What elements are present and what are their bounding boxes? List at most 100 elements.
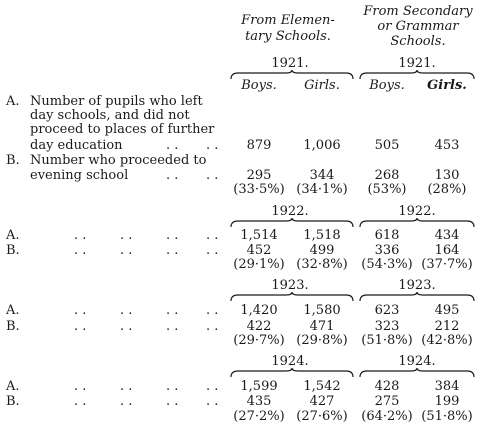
row-b-label-1924: B. (6, 394, 20, 409)
leader-dots: . . (120, 303, 133, 318)
leader-dots: . . (206, 228, 219, 243)
leader-dots: . . (166, 228, 179, 243)
elementary-heading-line2: tary Schools. (245, 29, 331, 44)
cell-1922-a-elementary-boys: 1,514 (240, 228, 278, 243)
secondary-heading-line1: From Secondary (363, 4, 473, 19)
row-a-desc-line3: proceed to places of further (30, 122, 215, 137)
cell-1922-a-elementary-girls: 1,518 (303, 228, 341, 243)
leader-dots: . . (74, 243, 87, 258)
cell-1921-b-elementary-boys: 295 (246, 168, 272, 183)
cell-1921-pct-elementary-boys: (33·5%) (233, 182, 285, 197)
col-head-elementary-boys: Boys. (241, 78, 277, 93)
leader-dots: . . (206, 394, 219, 409)
row-a-leader-dots: . . (206, 138, 219, 153)
cell-1924-pct-elementary-boys: (27·2%) (233, 409, 285, 424)
brace-secondary-1921 (359, 70, 475, 80)
cell-1921-a-secondary-boys: 505 (374, 138, 400, 153)
brace-elementary-1921 (230, 70, 354, 80)
row-b-leader-dots: . . (166, 168, 179, 183)
cell-1923-b-secondary-girls: 212 (434, 319, 460, 334)
year-label-elementary-1921: 1921. (271, 56, 309, 71)
secondary-heading-line2: or Grammar (377, 19, 459, 34)
cell-1923-a-secondary-girls: 495 (434, 303, 460, 318)
row-a-label-1924: A. (6, 379, 20, 394)
cell-1924-a-elementary-girls: 1,542 (303, 379, 341, 394)
year-label-secondary-1924: 1924. (398, 354, 436, 369)
col-head-secondary-boys: Boys. (369, 78, 405, 93)
leader-dots: . . (120, 379, 133, 394)
cell-1924-pct-secondary-girls: (51·8%) (421, 409, 473, 424)
row-b-label-1923: B. (6, 319, 20, 334)
year-label-elementary-1923: 1923. (271, 278, 309, 293)
cell-1922-a-secondary-girls: 434 (434, 228, 460, 243)
row-a-desc-line1: Number of pupils who left (30, 94, 203, 109)
elementary-heading-line1: From Elemen- (241, 13, 335, 28)
leader-dots: . . (120, 243, 133, 258)
leader-dots: . . (206, 303, 219, 318)
row-b-label: B. (6, 153, 20, 168)
leader-dots: . . (74, 228, 87, 243)
cell-1921-pct-secondary-boys: (53%) (367, 182, 407, 197)
row-a-label: A. (6, 94, 20, 109)
row-a-desc-line4: day education (30, 138, 123, 153)
secondary-heading-line3: Schools. (390, 34, 446, 49)
cell-1923-pct-secondary-girls: (42·8%) (421, 333, 473, 348)
cell-1923-b-elementary-girls: 471 (309, 319, 335, 334)
cell-1922-pct-elementary-girls: (32·8%) (296, 257, 348, 272)
year-label-secondary-1923: 1923. (398, 278, 436, 293)
cell-1923-a-secondary-boys: 623 (374, 303, 400, 318)
leader-dots: . . (166, 243, 179, 258)
leader-dots: . . (120, 394, 133, 409)
cell-1921-a-elementary-boys: 879 (246, 138, 272, 153)
cell-1924-b-secondary-girls: 199 (434, 394, 460, 409)
row-a-label-1922: A. (6, 228, 20, 243)
cell-1921-a-elementary-girls: 1,006 (303, 138, 341, 153)
cell-1923-a-elementary-boys: 1,420 (240, 303, 278, 318)
leader-dots: . . (206, 243, 219, 258)
cell-1924-a-secondary-girls: 384 (434, 379, 460, 394)
row-a-label-1923: A. (6, 303, 20, 318)
cell-1924-pct-secondary-boys: (64·2%) (361, 409, 413, 424)
col-head-elementary-girls: Girls. (304, 78, 340, 93)
row-b-desc-line2: evening school (30, 168, 129, 183)
row-b-leader-dots: . . (206, 168, 219, 183)
brace-elementary-1923 (230, 292, 354, 302)
col-head-secondary-girls: Girls. (427, 78, 467, 93)
cell-1924-a-secondary-boys: 428 (374, 379, 400, 394)
brace-secondary-1922 (359, 218, 475, 228)
row-b-desc-line1: Number who proceeded to (30, 153, 207, 168)
leader-dots: . . (206, 379, 219, 394)
cell-1921-a-secondary-girls: 453 (434, 138, 460, 153)
cell-1922-b-elementary-girls: 499 (309, 243, 335, 258)
year-label-elementary-1922: 1922. (271, 204, 309, 219)
year-label-secondary-1922: 1922. (398, 204, 436, 219)
cell-1923-pct-elementary-girls: (29·8%) (296, 333, 348, 348)
cell-1922-b-elementary-boys: 452 (246, 243, 272, 258)
cell-1921-b-secondary-boys: 268 (374, 168, 400, 183)
leader-dots: . . (120, 319, 133, 334)
leader-dots: . . (206, 319, 219, 334)
cell-1924-b-elementary-girls: 427 (309, 394, 335, 409)
year-label-secondary-1921: 1921. (398, 56, 436, 71)
leader-dots: . . (166, 379, 179, 394)
brace-secondary-1923 (359, 292, 475, 302)
leader-dots: . . (74, 379, 87, 394)
leader-dots: . . (166, 319, 179, 334)
cell-1921-b-elementary-girls: 344 (309, 168, 335, 183)
cell-1924-pct-elementary-girls: (27·6%) (296, 409, 348, 424)
brace-elementary-1924 (230, 368, 354, 378)
cell-1922-b-secondary-boys: 336 (374, 243, 400, 258)
row-a-desc-line2: day schools, and did not (30, 108, 190, 123)
cell-1921-pct-secondary-girls: (28%) (427, 182, 467, 197)
brace-secondary-1924 (359, 368, 475, 378)
row-a-leader-dots: . . (166, 138, 179, 153)
cell-1921-b-secondary-girls: 130 (434, 168, 460, 183)
leader-dots: . . (166, 303, 179, 318)
cell-1922-b-secondary-girls: 164 (434, 243, 460, 258)
cell-1922-pct-secondary-girls: (37·7%) (421, 257, 473, 272)
cell-1921-pct-elementary-girls: (34·1%) (296, 182, 348, 197)
leader-dots: . . (74, 394, 87, 409)
cell-1923-b-elementary-boys: 422 (246, 319, 272, 334)
brace-elementary-1922 (230, 218, 354, 228)
row-b-label-1922: B. (6, 243, 20, 258)
